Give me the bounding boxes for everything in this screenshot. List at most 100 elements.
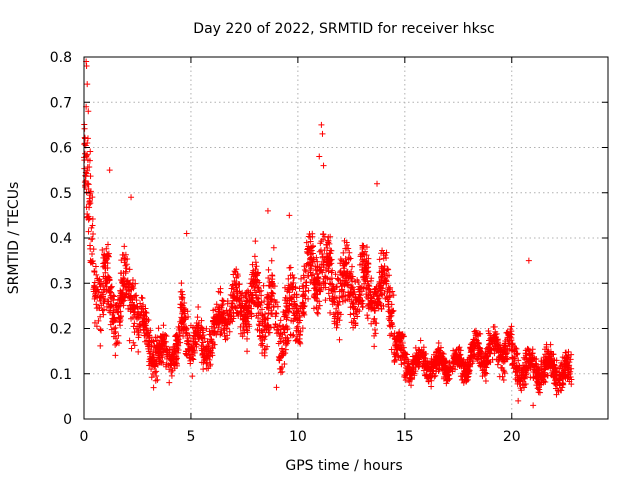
data-point [423,363,430,370]
data-point [232,304,239,311]
data-point [299,325,306,332]
data-point [205,365,212,372]
data-point [249,261,256,268]
data-point [292,315,299,322]
data-point [341,237,348,244]
data-point [383,267,390,274]
data-point [542,346,549,353]
data-point [552,366,559,373]
y-tick-label: 0.8 [50,50,72,66]
data-point [543,341,550,348]
data-point [116,315,123,322]
data-point [251,253,258,260]
data-point [316,286,323,293]
data-point [490,324,497,331]
data-point [180,308,187,315]
data-point [342,259,349,266]
data-point [95,288,102,295]
data-point [332,271,339,278]
data-point [501,342,508,349]
data-point [88,259,95,266]
data-point [379,247,386,254]
data-point [348,283,355,290]
data-point [322,297,329,304]
data-point [208,323,215,330]
data-point [137,311,144,318]
data-point [298,275,305,282]
data-point [470,358,477,365]
data-point [265,266,272,273]
data-point [487,340,494,347]
data-point [320,275,327,282]
data-point [102,257,109,264]
data-point [212,306,219,313]
data-point [333,319,340,326]
data-point [285,275,292,282]
data-point [314,271,321,278]
data-point [257,318,264,325]
data-point [359,250,366,257]
data-point [452,357,459,364]
data-point [325,268,332,275]
data-point [568,376,575,383]
data-point [296,332,303,339]
data-point [544,372,551,379]
data-point [318,121,325,128]
data-point [195,320,202,327]
data-point [168,368,175,375]
data-point [427,367,434,374]
data-point [98,289,105,296]
chart-title: Day 220 of 2022, SRMTID for receiver hks… [193,21,494,37]
data-point [545,349,552,356]
data-point [198,347,205,354]
data-point [175,335,182,342]
data-point [198,324,205,331]
data-point [262,333,269,340]
data-point [320,162,327,169]
data-point [302,268,309,275]
data-point [300,288,307,295]
data-point [114,309,121,316]
data-point [121,276,128,283]
data-point [115,314,122,321]
data-point [417,337,424,344]
data-point [494,345,501,352]
data-point [345,282,352,289]
data-point [118,257,125,264]
data-point [371,326,378,333]
data-point [276,333,283,340]
data-point [532,360,539,367]
data-point [237,323,244,330]
data-point [286,294,293,301]
data-point [199,329,206,336]
data-point [179,318,186,325]
data-point [218,304,225,311]
data-point [299,302,306,309]
data-point [137,300,144,307]
data-point [368,320,375,327]
data-point [115,332,122,339]
data-point [536,381,543,388]
data-point [129,284,136,291]
data-point [301,266,308,273]
data-point [183,230,190,237]
data-point [365,302,372,309]
data-point [201,335,208,342]
data-point [331,288,338,295]
data-point [125,281,132,288]
data-point [207,361,214,368]
data-point [334,321,341,328]
data-point [270,303,277,310]
data-point [345,275,352,282]
data-point [101,286,108,293]
data-point [356,308,363,315]
data-point [231,277,238,284]
data-point [188,351,195,358]
data-point [106,276,113,283]
data-point [413,361,420,368]
data-point [335,309,342,316]
data-point [108,283,115,290]
data-point [419,350,426,357]
data-point [504,350,511,357]
data-point [301,292,308,299]
